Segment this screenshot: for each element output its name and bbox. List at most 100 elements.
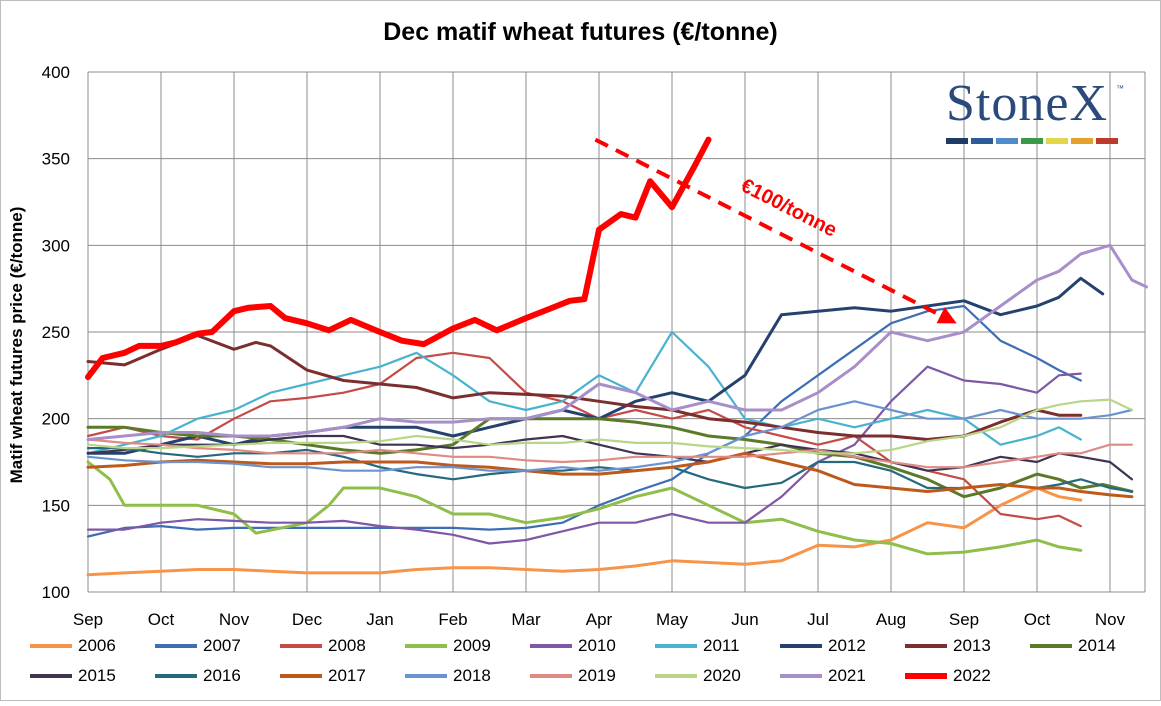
series-line-2015: [86, 434, 1133, 481]
legend-swatch: [155, 674, 197, 678]
series-line-2020: [86, 398, 1133, 455]
x-tick-label: Feb: [438, 610, 467, 629]
y-tick-label: 100: [42, 583, 70, 602]
series-line-2010: [86, 365, 1082, 545]
series-line-2017: [86, 451, 1134, 499]
x-tick-label: Jan: [366, 610, 393, 629]
legend-swatch: [30, 674, 72, 678]
x-tick-label: Mar: [511, 610, 541, 629]
legend-item-2014: 2014: [1030, 636, 1155, 656]
legend-swatch: [530, 674, 572, 678]
legend-item-2018: 2018: [405, 666, 530, 686]
annotation-label: €100/tonne: [737, 175, 840, 242]
legend-swatch: [280, 674, 322, 678]
legend-item-2012: 2012: [780, 636, 905, 656]
legend-swatch: [655, 644, 697, 648]
chart-title: Dec matif wheat futures (€/tonne): [383, 18, 778, 46]
legend-swatch: [30, 644, 72, 648]
logo-bar-segment: [1096, 138, 1118, 144]
y-tick-label: 400: [42, 63, 70, 82]
legend-label: 2013: [953, 636, 991, 655]
logo-color-bar: [946, 138, 1126, 144]
logo-trademark: ™: [1116, 84, 1124, 93]
x-tick-label: Dec: [292, 610, 323, 629]
y-tick-label: 250: [42, 323, 70, 342]
annotation-arrow-head: [936, 307, 957, 324]
logo-bar-segment: [946, 138, 968, 144]
legend-label: 2007: [203, 636, 241, 655]
legend-swatch: [155, 644, 197, 648]
legend-label: 2021: [828, 666, 866, 685]
legend-label: 2014: [1078, 636, 1116, 655]
x-tick-label: Nov: [1095, 610, 1126, 629]
legend-swatch: [905, 673, 947, 679]
legend-item-2007: 2007: [155, 636, 280, 656]
y-tick-label: 300: [42, 236, 70, 255]
x-tick-label: Oct: [1024, 610, 1051, 629]
legend-item-2020: 2020: [655, 666, 780, 686]
stonex-logo: StoneX ™: [946, 76, 1126, 144]
series-line-2021: [86, 243, 1148, 441]
logo-wordmark: StoneX: [946, 75, 1108, 132]
x-tick-label: Oct: [148, 610, 175, 629]
x-tick-label: Jul: [807, 610, 829, 629]
legend-item-2010: 2010: [530, 636, 655, 656]
legend-label: 2018: [453, 666, 491, 685]
legend-item-2008: 2008: [280, 636, 405, 656]
legend-swatch: [780, 674, 822, 678]
legend-swatch: [905, 644, 947, 648]
logo-bar-segment: [1046, 138, 1068, 144]
legend-label: 2006: [78, 636, 116, 655]
legend-label: 2008: [328, 636, 366, 655]
x-tick-label: May: [656, 610, 689, 629]
legend-swatch: [530, 644, 572, 648]
legend-swatch: [405, 644, 447, 648]
legend-item-2006: 2006: [30, 636, 155, 656]
y-tick-label: 150: [42, 496, 70, 515]
logo-bar-segment: [1021, 138, 1043, 144]
legend-label: 2020: [703, 666, 741, 685]
legend-item-2017: 2017: [280, 666, 405, 686]
series-line-2009: [86, 460, 1083, 556]
legend-item-2016: 2016: [155, 666, 280, 686]
logo-bar-segment: [1071, 138, 1093, 144]
series-line-2006: [86, 486, 1083, 577]
legend-item-2011: 2011: [655, 636, 780, 656]
legend-item-2015: 2015: [30, 666, 155, 686]
legend-swatch: [780, 644, 822, 648]
series-line-2019: [86, 438, 1133, 469]
y-tick-label: 200: [42, 410, 70, 429]
y-tick-label: 350: [42, 150, 70, 169]
legend-label: 2012: [828, 636, 866, 655]
series-line-2018: [86, 400, 1133, 472]
legend-label: 2015: [78, 666, 116, 685]
legend-swatch: [655, 674, 697, 678]
x-tick-label: Sep: [73, 610, 103, 629]
legend-item-2013: 2013: [905, 636, 1030, 656]
logo-bar-segment: [996, 138, 1018, 144]
x-tick-label: Sep: [949, 610, 979, 629]
series-line-2022: [85, 136, 712, 381]
x-tick-label: Nov: [219, 610, 250, 629]
legend-item-2009: 2009: [405, 636, 530, 656]
legend-label: 2009: [453, 636, 491, 655]
legend-swatch: [280, 644, 322, 648]
x-tick-label: Jun: [731, 610, 758, 629]
legend-item-2021: 2021: [780, 666, 905, 686]
series-line-2011: [86, 330, 1082, 455]
x-tick-label: Apr: [586, 610, 613, 629]
annotation-arrow-line: [594, 137, 948, 321]
legend-label: 2019: [578, 666, 616, 685]
logo-bar-segment: [971, 138, 993, 144]
series-line-2013: [86, 334, 1083, 441]
legend-label: 2010: [578, 636, 616, 655]
legend-swatch: [1030, 644, 1072, 648]
legend-label: 2011: [703, 636, 740, 655]
chart-legend: 2006 2007 2008 2009 2010 2011 2012 2013 2014 2015…: [30, 636, 1155, 686]
series-line-2007: [86, 304, 1082, 538]
legend-swatch: [405, 674, 447, 678]
x-tick-label: Aug: [876, 610, 906, 629]
